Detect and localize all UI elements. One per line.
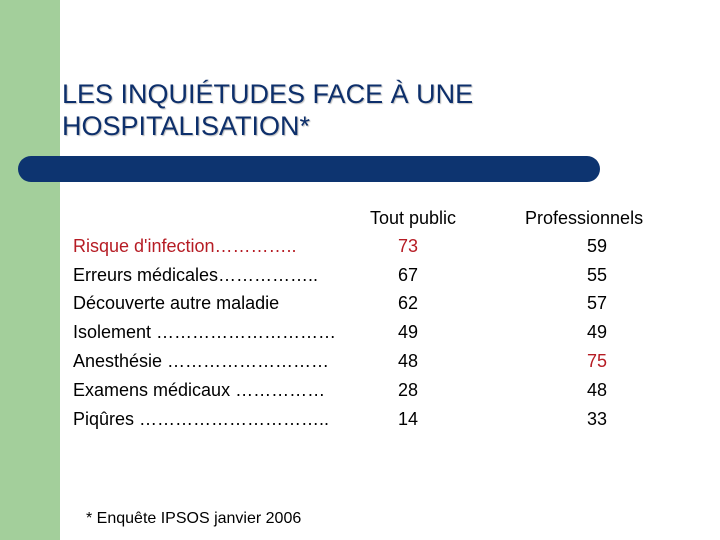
table-row: Risque d'infection………….. 73 59 bbox=[0, 235, 720, 263]
row-label: Examens médicaux …………… bbox=[73, 380, 326, 400]
row-value-pro: 59 bbox=[586, 236, 608, 256]
row-value-public: 49 bbox=[397, 322, 419, 342]
slide-content-area bbox=[60, 0, 720, 540]
row-label: Piqûres ………………………….. bbox=[73, 409, 330, 429]
row-value-public: 62 bbox=[397, 293, 419, 313]
table-row: Erreurs médicales…………….. 67 55 bbox=[0, 264, 720, 292]
row-label: Découverte autre maladie bbox=[73, 293, 280, 313]
row-value-pro: 33 bbox=[586, 409, 608, 429]
slide-title-line-2: HOSPITALISATION* bbox=[62, 111, 311, 141]
row-value-public: 67 bbox=[397, 265, 419, 285]
column-header-public: Tout public bbox=[370, 208, 457, 228]
row-value-pro: 55 bbox=[586, 265, 608, 285]
footnote: * Enquête IPSOS janvier 2006 bbox=[86, 510, 302, 527]
table-row: Découverte autre maladie 62 57 bbox=[0, 292, 720, 320]
column-header-professionals: Professionnels bbox=[525, 208, 644, 228]
table-row: Examens médicaux …………… 28 48 bbox=[0, 379, 720, 407]
table-row: Anesthésie ……………………… 48 75 bbox=[0, 350, 720, 378]
row-label: Risque d'infection………….. bbox=[73, 236, 297, 256]
row-value-pro: 75 bbox=[586, 351, 608, 371]
slide-title: LES INQUIÉTUDES FACE À UNE HOSPITALISATI… bbox=[62, 78, 662, 142]
title-underline-bar bbox=[18, 156, 600, 182]
row-value-public: 28 bbox=[397, 380, 419, 400]
row-value-public: 73 bbox=[397, 236, 419, 256]
row-value-pro: 49 bbox=[586, 322, 608, 342]
row-value-public: 14 bbox=[397, 409, 419, 429]
row-label: Erreurs médicales…………….. bbox=[73, 265, 319, 285]
row-label: Isolement ………………………… bbox=[73, 322, 337, 342]
row-value-pro: 57 bbox=[586, 293, 608, 313]
row-value-pro: 48 bbox=[586, 380, 608, 400]
row-value-public: 48 bbox=[397, 351, 419, 371]
table-row: Piqûres ………………………….. 14 33 bbox=[0, 408, 720, 436]
slide-title-line-1: LES INQUIÉTUDES FACE À UNE bbox=[62, 79, 474, 109]
row-label: Anesthésie ……………………… bbox=[73, 351, 330, 371]
table-row: Isolement ………………………… 49 49 bbox=[0, 321, 720, 349]
